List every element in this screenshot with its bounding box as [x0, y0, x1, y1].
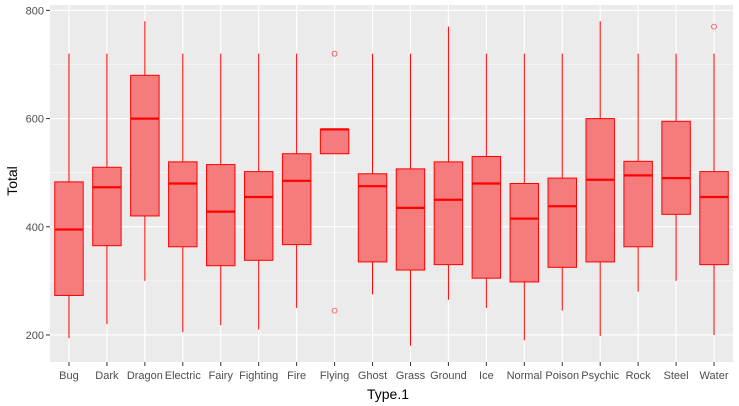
x-tick-label: Dark	[95, 370, 119, 382]
box-group-steel	[661, 53, 691, 281]
x-tick-label: Electric	[165, 370, 202, 382]
x-tick-label: Poison	[545, 370, 579, 382]
box	[509, 183, 540, 283]
box-group-psychic	[585, 21, 615, 337]
box-group-normal	[509, 53, 540, 341]
x-tick-label: Flying	[320, 370, 349, 382]
x-tick-label: Ghost	[358, 370, 387, 382]
y-tick-label: 600	[26, 114, 44, 126]
box	[357, 173, 388, 263]
x-tick-label: Normal	[507, 370, 542, 382]
box-group-fairy	[206, 53, 236, 326]
x-tick-label: Ground	[430, 370, 467, 382]
box	[168, 161, 198, 248]
x-tick-label: Bug	[59, 370, 79, 382]
y-axis-title: Total	[4, 166, 20, 196]
box-group-ghost	[357, 53, 388, 295]
box-group-water	[699, 23, 729, 335]
y-tick-label: 200	[26, 330, 44, 342]
box-group-flying	[319, 50, 350, 314]
y-tick-label: 800	[26, 5, 44, 17]
box-group-fighting	[243, 53, 274, 330]
box-group-fire	[281, 53, 312, 308]
x-axis: Bug Dark Dragon Electric Fairy Fighting Fire Fl…	[59, 362, 729, 382]
box	[699, 171, 729, 266]
box	[395, 168, 426, 271]
y-axis: 200 400 600 800	[26, 5, 50, 342]
outlier-point	[331, 50, 338, 57]
x-tick-label: Water	[700, 370, 729, 382]
x-tick-label: Steel	[664, 370, 689, 382]
box-group-ground	[433, 26, 464, 300]
box	[130, 74, 160, 217]
x-tick-label: Grass	[396, 370, 426, 382]
box	[319, 128, 350, 155]
outlier-point	[331, 307, 338, 314]
box	[547, 177, 577, 268]
box-group-grass	[395, 53, 426, 346]
box	[92, 166, 122, 247]
box	[281, 153, 312, 246]
x-axis-title: Type.1	[367, 386, 409, 402]
box	[206, 164, 236, 267]
x-tick-label: Fairy	[209, 370, 234, 382]
box	[243, 171, 274, 261]
x-tick-label: Dragon	[127, 370, 163, 382]
box-group-electric	[168, 53, 198, 333]
box	[54, 181, 84, 296]
box-group-rock	[623, 53, 653, 292]
x-tick-label: Psychic	[581, 370, 619, 382]
y-tick-label: 400	[26, 222, 44, 234]
x-tick-label: Fighting	[239, 370, 278, 382]
box-group-dark	[92, 53, 122, 325]
x-tick-label: Fire	[287, 370, 306, 382]
box-group-dragon	[130, 21, 160, 281]
x-tick-label: Ice	[479, 370, 494, 382]
outlier-point	[711, 23, 717, 30]
box-group-bug	[54, 53, 84, 339]
box	[623, 160, 653, 248]
box	[585, 118, 615, 263]
x-tick-label: Rock	[626, 370, 652, 382]
box	[433, 161, 464, 266]
boxes-layer	[54, 21, 729, 346]
box-group-ice	[471, 53, 502, 308]
box-group-poison	[547, 53, 577, 311]
box	[471, 155, 502, 279]
box	[661, 120, 691, 215]
